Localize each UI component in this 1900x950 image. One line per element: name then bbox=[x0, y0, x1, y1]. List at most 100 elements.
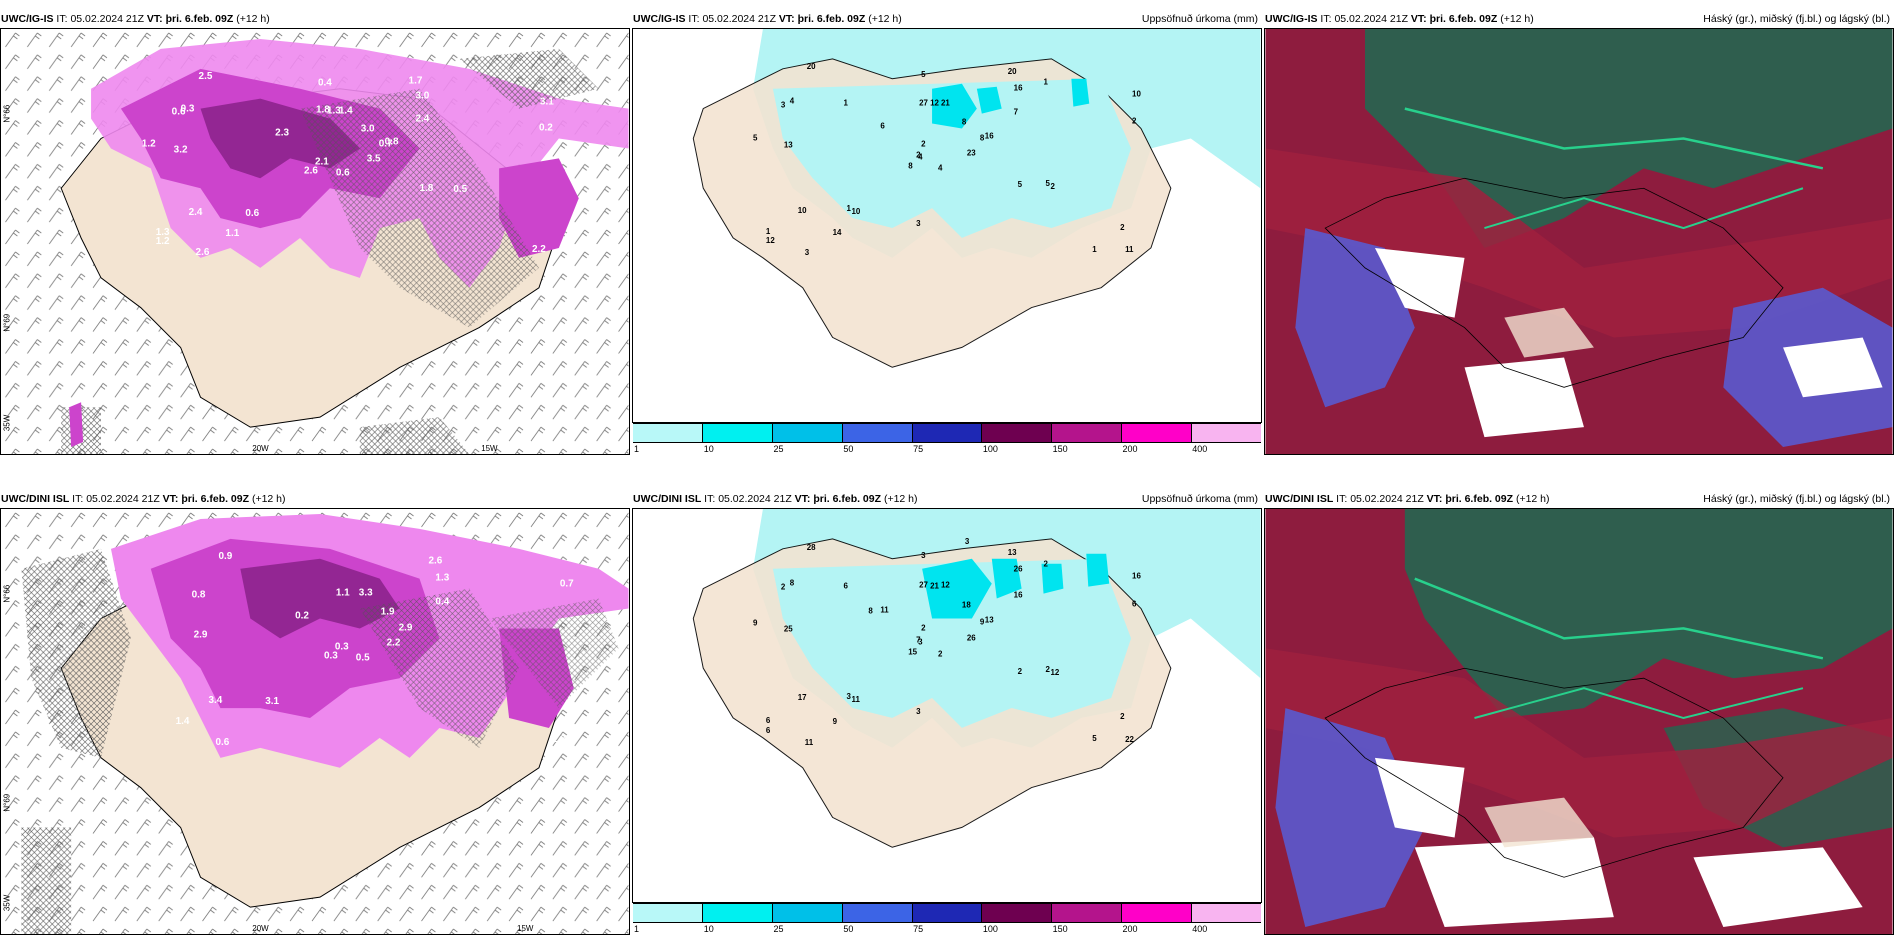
value-label: 28 bbox=[807, 543, 816, 552]
value-label: 1.4 bbox=[176, 716, 190, 727]
cloud-mid-band bbox=[1265, 648, 1893, 838]
value-label: 1.3 bbox=[552, 734, 566, 745]
precip-map[interactable]: 2 2 3 6 9 11 13 12 26 26 28 22 25 16 15 16 11 27 18 17 11 6 9 2… bbox=[632, 508, 1262, 903]
colorbar-swatch bbox=[1122, 424, 1193, 442]
colorbar-tick-label: 400 bbox=[1192, 924, 1208, 934]
value-label: 6 bbox=[844, 582, 849, 591]
value-label: 0.3 bbox=[324, 650, 338, 661]
value-label: 2.6 bbox=[196, 247, 210, 258]
lat-label: N°69 bbox=[2, 793, 11, 811]
high-cloud-edge bbox=[1404, 107, 1824, 170]
colorbar-tick-label: 25 bbox=[773, 444, 784, 454]
value-label: 17 bbox=[798, 693, 807, 702]
lon-label: 35W bbox=[2, 894, 11, 911]
value-label: 2.2 bbox=[387, 637, 401, 648]
vt-label: VT: bbox=[162, 493, 179, 505]
snow-values: 0.5 0.8 0.3 1.4 2.9 3.1 2.6 3.3 1.3 2.2 0.9 1.3 2.9 0… bbox=[176, 551, 574, 748]
vt-label: VT: bbox=[146, 13, 163, 25]
precip-values: 2236911131226262822251615161127181711692… bbox=[753, 537, 1141, 747]
it-label: IT: bbox=[1336, 493, 1348, 505]
value-label: 16 bbox=[1132, 572, 1141, 581]
panel-precip-top: UWC/IG-IS IT: 05.02.2024 21Z VT: þri. 6.… bbox=[632, 10, 1262, 455]
cloud-map[interactable] bbox=[1264, 28, 1894, 455]
value-label: 0.6 bbox=[215, 737, 229, 748]
value-label: 3.1 bbox=[265, 696, 279, 707]
cloud-mid-band bbox=[1265, 148, 1893, 338]
value-label: 4 bbox=[938, 163, 943, 172]
value-label: 2.4 bbox=[416, 114, 430, 125]
product-title: Uppsöfnuð úrkoma (mm) bbox=[1141, 13, 1258, 25]
value-label: 4 bbox=[918, 152, 923, 161]
value-label: 1.9 bbox=[381, 607, 395, 618]
lead-time: (+12 h) bbox=[251, 493, 286, 505]
cloud-low-west bbox=[1295, 228, 1415, 408]
colorbar-swatch bbox=[702, 904, 773, 922]
product-title: Háský (gr.), miðský (fj.bl.) og lágský (… bbox=[1703, 13, 1890, 25]
valid-time: þri. 6.feb. 09Z bbox=[1445, 493, 1514, 505]
precip-values: 4341810202116232011131087327810612141216… bbox=[753, 62, 1141, 257]
lead-time: (+12 h) bbox=[1515, 493, 1550, 505]
cloud-map[interactable] bbox=[1264, 508, 1894, 935]
value-label: 0.6 bbox=[336, 167, 350, 178]
precip-cyan-2 bbox=[991, 558, 1022, 599]
panel-snow-bottom: UWC/DINI ISL IT: 05.02.2024 21Z VT: þri.… bbox=[0, 490, 630, 935]
precip-light-over-land bbox=[772, 558, 1132, 728]
value-label: 1.1 bbox=[225, 228, 239, 239]
vt-label: VT: bbox=[1410, 13, 1427, 25]
colorbar-swatch bbox=[633, 424, 703, 442]
value-label: 13 bbox=[1008, 548, 1017, 557]
colorbar-swatch bbox=[912, 904, 983, 922]
it-label: IT: bbox=[1320, 13, 1332, 25]
colorbar-swatch bbox=[1192, 424, 1262, 442]
value-label: 2.2 bbox=[532, 244, 546, 255]
value-label: 2 bbox=[916, 150, 921, 159]
colorbar-swatch bbox=[982, 904, 1053, 922]
product-title: Háský (gr.), miðský (fj.bl.) og lágský (… bbox=[1703, 493, 1890, 505]
precip-cyan-3 bbox=[1041, 563, 1064, 594]
colorbar-tick-label: 10 bbox=[703, 444, 714, 454]
value-label: 0.4 bbox=[318, 78, 332, 89]
value-label: 1.3 bbox=[156, 227, 170, 238]
colorbar-tick-label: 150 bbox=[1052, 924, 1068, 934]
colorbar-tick-label: 50 bbox=[843, 444, 854, 454]
value-label: 8 bbox=[908, 161, 913, 170]
value-label: 3.2 bbox=[174, 144, 188, 155]
value-label: 3 bbox=[847, 692, 852, 701]
value-label: 21 bbox=[941, 99, 950, 108]
colorbar-swatch bbox=[1052, 904, 1123, 922]
panel-header: UWC/IG-IS IT: 05.02.2024 21Z VT: þri. 6.… bbox=[0, 10, 630, 28]
value-label: 5 bbox=[753, 133, 758, 142]
init-time: 05.02.2024 21Z bbox=[86, 493, 160, 505]
value-label: 1.8 bbox=[316, 105, 330, 116]
value-label: 0.6 bbox=[245, 208, 259, 219]
value-label: 7 bbox=[916, 635, 921, 644]
value-label: 12 bbox=[766, 236, 775, 245]
value-label: 12 bbox=[941, 581, 950, 590]
value-label: 1 bbox=[847, 204, 852, 213]
high-cloud-edge bbox=[1484, 187, 1804, 230]
value-label: 1 bbox=[1092, 245, 1097, 254]
precip-map[interactable]: 4 3 4 1 8 10 20 21 16 23 20 11 13 10 8 7 3 27 8 10 6 12 14 12 16… bbox=[632, 28, 1262, 423]
value-label: 3 bbox=[916, 707, 921, 716]
valid-time: þri. 6.feb. 09Z bbox=[1429, 13, 1498, 25]
value-label: 9 bbox=[753, 618, 758, 627]
value-label: 27 bbox=[919, 581, 928, 590]
it-label: IT: bbox=[704, 493, 716, 505]
snow-map[interactable]: 0.6 0.6 2.1 1.3 0.7 0.6 1.7 1.4 3.0 3.5 2.5 2.2 3.2 3… bbox=[0, 28, 630, 455]
panel-cloud-top: UWC/IG-IS IT: 05.02.2024 21Z VT: þri. 6.… bbox=[1264, 10, 1894, 455]
colorbar-swatch bbox=[982, 424, 1053, 442]
snow-map[interactable]: 0.5 0.8 0.3 1.4 2.9 3.1 2.6 3.3 1.3 2.2 0.9 1.3 2.9 0… bbox=[0, 508, 630, 935]
colorbar-tick-label: 75 bbox=[913, 924, 924, 934]
model-name: UWC/DINI ISL bbox=[633, 493, 702, 505]
colorbar-swatch bbox=[842, 424, 913, 442]
value-label: 1 bbox=[1044, 78, 1049, 87]
value-label: 6 bbox=[880, 121, 885, 130]
colorbar-tick-label: 200 bbox=[1122, 924, 1138, 934]
value-label: 13 bbox=[985, 615, 994, 624]
hatch-area-4 bbox=[489, 598, 619, 709]
value-label: 4 bbox=[790, 97, 795, 106]
value-label: 1.2 bbox=[142, 138, 156, 149]
value-label: 16 bbox=[985, 131, 994, 140]
vt-label: VT: bbox=[1426, 493, 1443, 505]
value-label: 16 bbox=[1014, 84, 1023, 93]
